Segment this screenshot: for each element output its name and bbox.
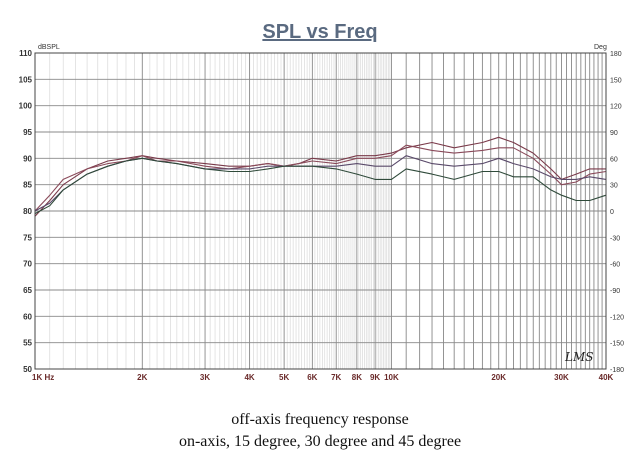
chart-title: SPL vs Freq [262,21,377,43]
y-tick-left: 75 [23,233,32,242]
y-tick-left: 60 [23,312,32,321]
plot-border [34,52,607,370]
x-tick-label: 5K [279,373,289,382]
x-tick-label: 2K [137,373,147,382]
grid-layer [34,52,607,370]
y-tick-right: 180 [610,51,622,58]
caption-line-1: off-axis frequency response [231,411,409,428]
x-tick-label: 3K [200,373,210,382]
x-tick-label: 1K Hz [32,373,54,382]
x-tick-label: 7K [331,373,341,382]
plot-frame [34,52,607,370]
y-tick-left: 55 [23,339,32,348]
y-tick-left: 110 [19,49,32,58]
series-layer [34,136,607,217]
y-tick-right: -120 [610,314,624,321]
y-tick-right: -150 [610,341,624,348]
x-tick-label: 9K [370,373,380,382]
y-tick-left: 50 [23,365,32,374]
y-tick-right: 150 [610,77,622,84]
axis-layer: 50 -180 55 -150 60 -120 65 -90 70 -60 75 -30 80 0 85 30… [19,49,624,382]
y-tick-left: 80 [23,207,32,216]
y-tick-right: -60 [610,262,620,269]
y-unit-right: Deg [594,44,607,51]
series-line-1 [34,136,606,217]
y-tick-right: -180 [610,367,624,374]
x-tick-label: 30K [554,373,569,382]
y-tick-left: 90 [23,154,32,163]
x-tick-label: 8K [352,373,362,382]
x-tick-label: 20K [491,373,506,382]
x-tick-label: 4K [244,373,254,382]
y-tick-left: 85 [23,181,32,190]
caption-line-2: on-axis, 15 degree, 30 degree and 45 deg… [178,433,462,450]
series-line-4 [34,157,607,215]
y-tick-right: 90 [610,130,618,137]
y-tick-right: 30 [610,183,618,190]
x-tick-label: 6K [307,373,317,382]
y-tick-right: 120 [610,104,622,111]
y-tick-right: 60 [610,156,618,163]
y-tick-left: 65 [23,286,32,295]
y-tick-left: 105 [19,75,33,84]
x-tick-label: 40K [599,373,614,382]
y-unit-left: dBSPL [38,44,60,51]
y-tick-left: 95 [23,128,32,137]
lms-watermark: LMS [564,350,593,364]
y-tick-left: 100 [19,102,33,111]
y-tick-right: 0 [610,209,614,216]
y-tick-left: 70 [23,260,32,269]
y-tick-right: -30 [610,235,620,242]
x-tick-label: 10K [384,373,399,382]
y-tick-right: -90 [610,288,620,295]
